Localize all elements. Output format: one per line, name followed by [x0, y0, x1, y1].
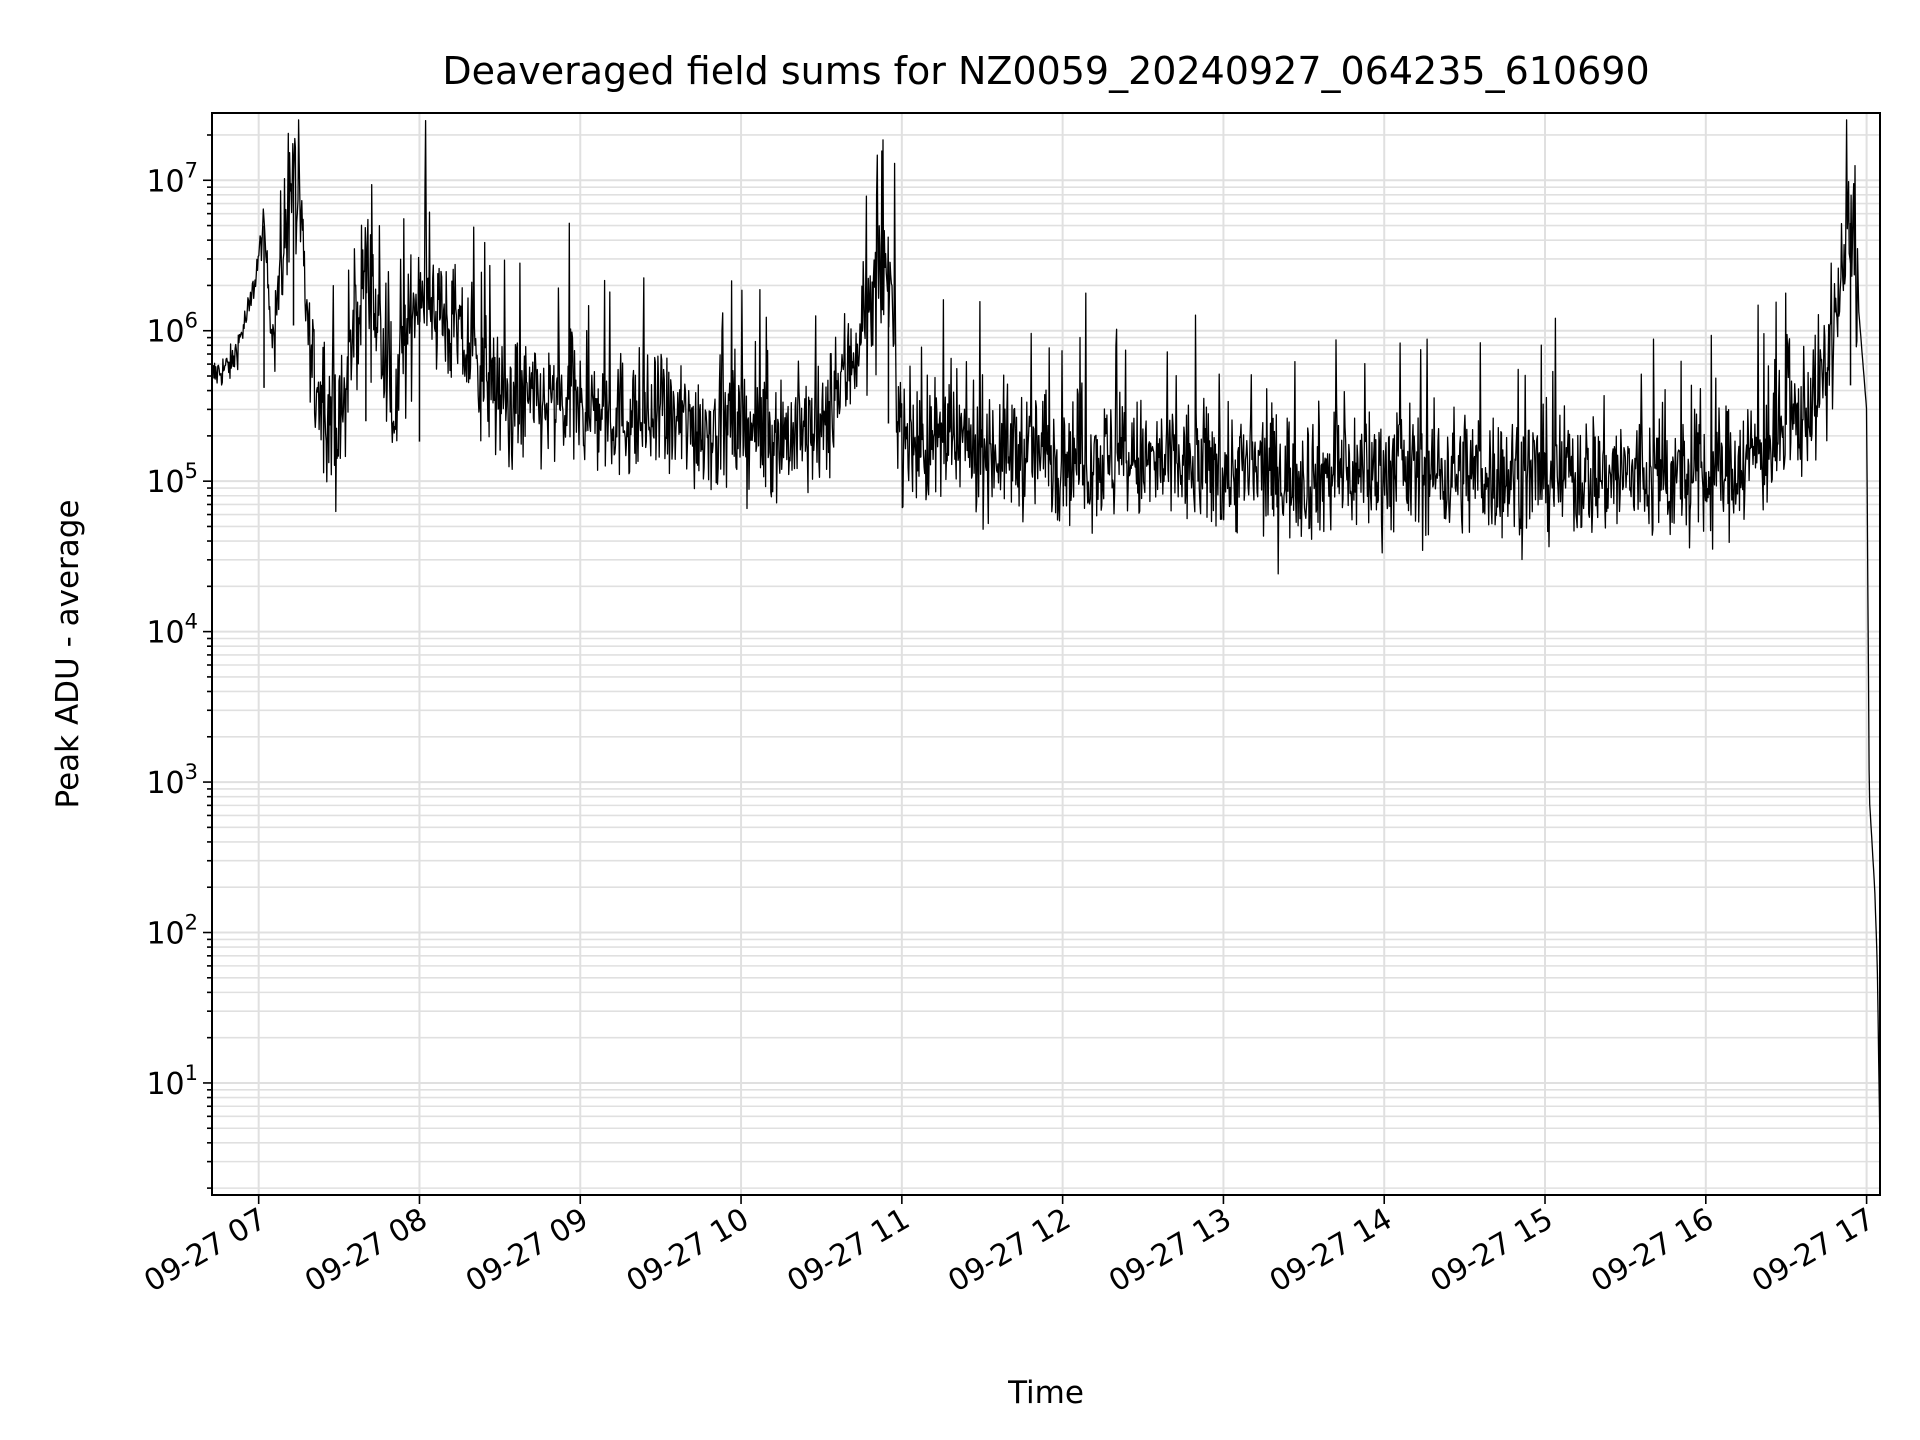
- y-axis-label: Peak ADU - average: [50, 499, 86, 808]
- data-series-line: [211, 119, 1881, 1152]
- x-axis-label: Time: [1007, 1375, 1084, 1411]
- grid: [212, 113, 1880, 1195]
- data-layer: [211, 119, 1881, 1152]
- chart-title: Deaveraged field sums for NZ0059_2024092…: [442, 49, 1649, 93]
- plot-frame: [211, 112, 1881, 1196]
- y-tick-label: 107: [146, 158, 198, 199]
- y-tick-label: 104: [146, 610, 198, 651]
- y-tick-label: 101: [146, 1061, 198, 1102]
- y-tick-label: 105: [146, 459, 198, 500]
- y-tick-label: 103: [146, 760, 198, 801]
- y-tick-label: 102: [146, 911, 198, 952]
- y-tick-label: 106: [146, 309, 198, 350]
